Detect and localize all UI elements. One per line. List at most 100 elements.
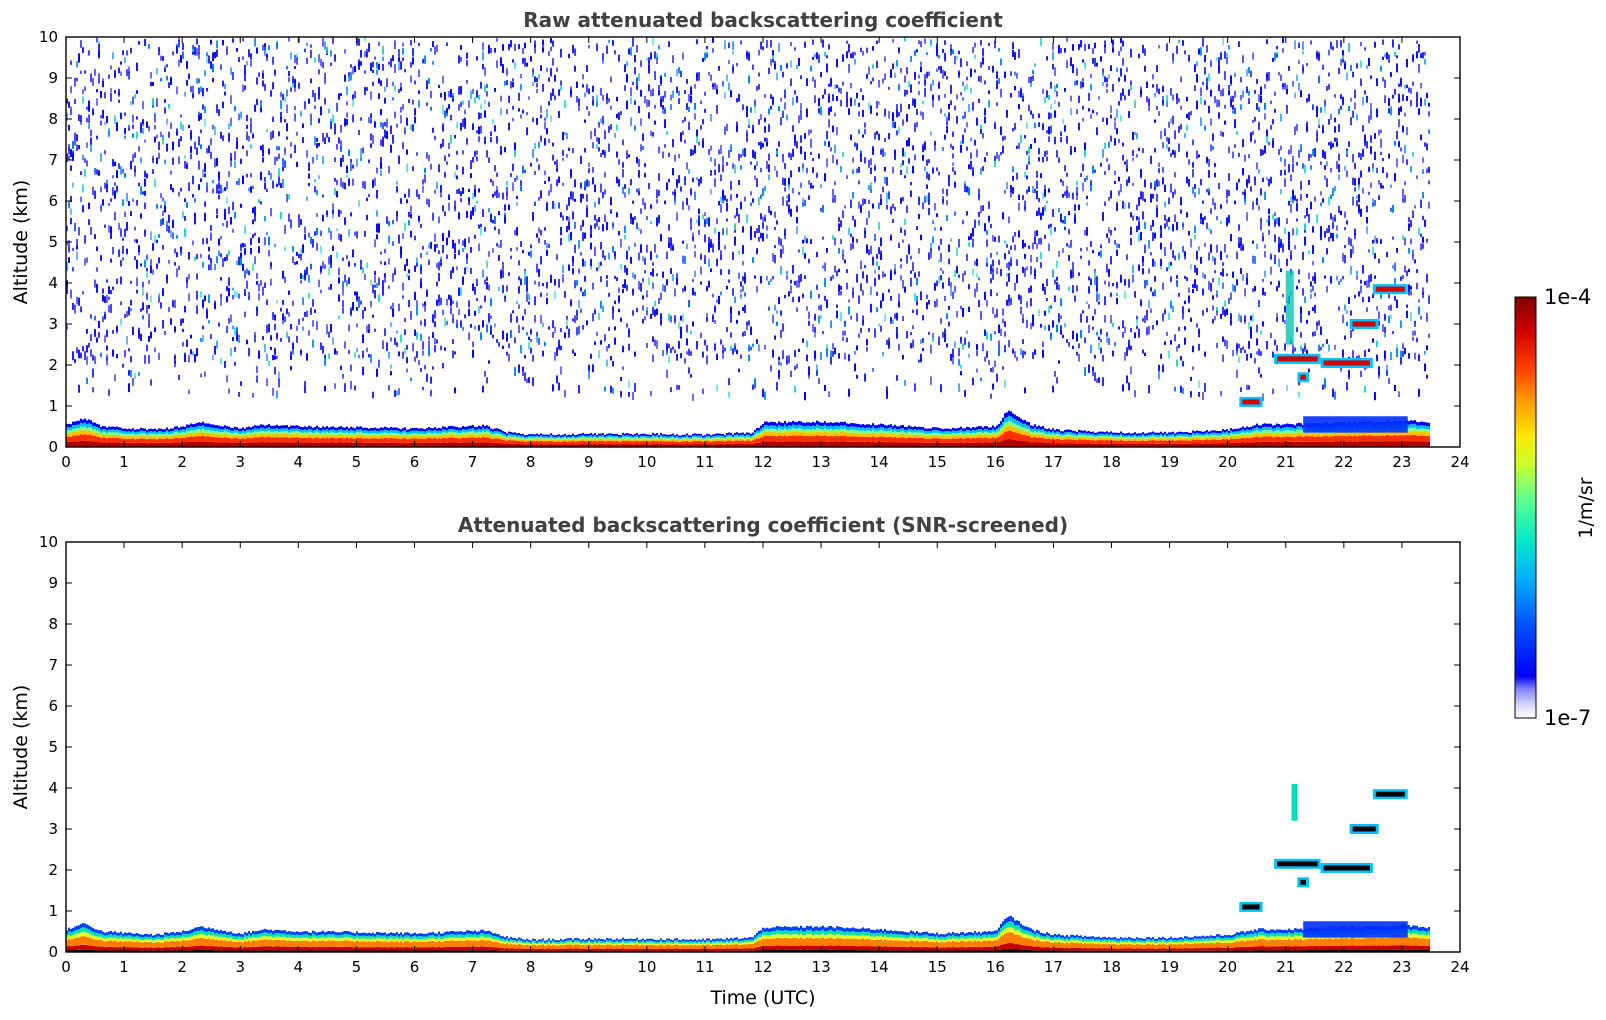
- backscatter-cell: [452, 428, 454, 432]
- noise-cell: [94, 279, 96, 288]
- noise-cell: [100, 186, 102, 193]
- backscatter-cell: [394, 430, 396, 433]
- noise-cell: [78, 297, 80, 306]
- noise-cell: [508, 44, 510, 49]
- noise-cell: [696, 72, 698, 77]
- noise-cell: [520, 344, 522, 354]
- noise-cell: [504, 214, 506, 220]
- noise-cell: [710, 189, 712, 195]
- backscatter-cell: [186, 430, 188, 434]
- backscatter-cell: [416, 428, 418, 431]
- noise-cell: [286, 104, 288, 114]
- noise-cell: [100, 153, 102, 162]
- noise-cell: [184, 160, 186, 169]
- noise-cell: [130, 355, 132, 363]
- noise-cell: [576, 309, 578, 315]
- backscatter-cell: [174, 437, 176, 443]
- noise-cell: [70, 196, 72, 203]
- backscatter-cell: [316, 431, 318, 435]
- noise-cell: [376, 368, 378, 377]
- noise-cell: [172, 219, 174, 225]
- backscatter-cell: [440, 438, 442, 443]
- noise-cell: [162, 210, 164, 216]
- backscatter-cell: [674, 441, 676, 445]
- backscatter-cell: [702, 440, 704, 442]
- backscatter-cell: [298, 437, 300, 443]
- noise-cell: [286, 89, 288, 97]
- backscatter-cell: [174, 432, 176, 435]
- noise-cell: [376, 61, 378, 69]
- noise-cell: [156, 157, 158, 164]
- backscatter-cell: [662, 441, 664, 445]
- backscatter-cell: [296, 442, 298, 447]
- noise-cell: [82, 205, 84, 213]
- noise-cell: [112, 175, 114, 179]
- backscatter-cell: [694, 444, 696, 447]
- noise-cell: [742, 285, 744, 292]
- noise-cell: [338, 315, 340, 320]
- backscatter-cell: [300, 429, 302, 433]
- noise-cell: [522, 165, 524, 174]
- backscatter-cell: [578, 435, 580, 438]
- backscatter-cell: [238, 442, 240, 447]
- backscatter-cell: [482, 430, 484, 434]
- noise-cell: [244, 248, 246, 255]
- noise-cell: [300, 273, 302, 280]
- noise-cell: [404, 193, 406, 198]
- noise-cell: [256, 99, 258, 106]
- noise-cell: [198, 45, 200, 54]
- backscatter-cell: [690, 435, 692, 438]
- noise-cell: [574, 179, 576, 188]
- backscatter-cell: [520, 434, 522, 436]
- noise-cell: [750, 226, 752, 235]
- backscatter-cell: [616, 439, 618, 442]
- noise-cell: [696, 74, 698, 81]
- backscatter-cell: [382, 427, 384, 431]
- noise-cell: [350, 158, 352, 163]
- noise-cell: [90, 137, 92, 145]
- noise-cell: [680, 315, 682, 321]
- backscatter-cell: [296, 428, 298, 432]
- noise-cell: [478, 188, 480, 193]
- backscatter-cell: [658, 439, 660, 442]
- noise-cell: [236, 140, 238, 150]
- backscatter-cell: [490, 435, 492, 439]
- noise-cell: [710, 74, 712, 81]
- backscatter-cell: [462, 437, 464, 443]
- backscatter-cell: [632, 438, 634, 440]
- noise-cell: [318, 86, 320, 92]
- noise-cell: [436, 281, 438, 287]
- backscatter-cell: [164, 443, 166, 447]
- noise-cell: [620, 238, 622, 248]
- backscatter-cell: [100, 434, 102, 438]
- backscatter-cell: [616, 435, 618, 438]
- backscatter-cell: [448, 429, 450, 432]
- noise-cell: [400, 61, 402, 70]
- backscatter-cell: [442, 437, 444, 443]
- backscatter-cell: [204, 432, 206, 437]
- noise-cell: [428, 340, 430, 348]
- noise-cell: [492, 219, 494, 224]
- noise-cell: [480, 104, 482, 110]
- noise-cell: [414, 116, 416, 124]
- noise-cell: [638, 281, 640, 290]
- noise-cell: [280, 307, 282, 312]
- noise-cell: [218, 238, 220, 246]
- noise-cell: [454, 247, 456, 254]
- backscatter-cell: [362, 435, 364, 439]
- noise-cell: [350, 380, 352, 390]
- noise-cell: [402, 47, 404, 55]
- noise-cell: [612, 246, 614, 253]
- noise-cell: [626, 284, 628, 291]
- backscatter-cell: [152, 438, 154, 444]
- backscatter-cell: [526, 436, 528, 439]
- noise-cell: [106, 184, 108, 193]
- noise-cell: [204, 295, 206, 302]
- noise-cell: [348, 149, 350, 157]
- noise-cell: [168, 82, 170, 89]
- noise-cell: [360, 61, 362, 66]
- backscatter-cell: [546, 438, 548, 440]
- noise-cell: [594, 341, 596, 345]
- backscatter-cell: [448, 426, 450, 430]
- backscatter-cell: [264, 428, 266, 432]
